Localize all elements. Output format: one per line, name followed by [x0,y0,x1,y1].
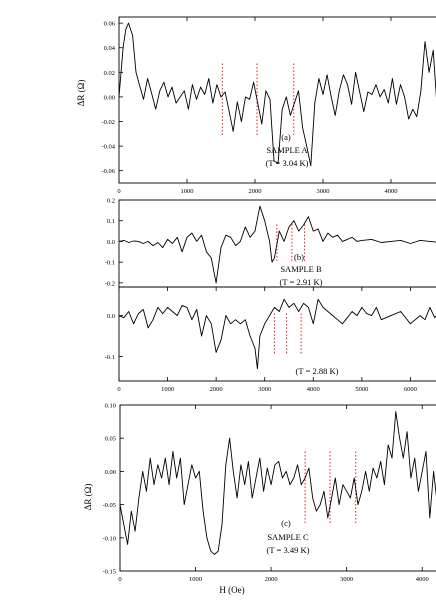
annotation: (T = 3.49 K) [267,545,310,555]
annotation: SAMPLE A [266,145,308,155]
annotation: (T = 2.88 K) [296,366,339,376]
annotation: SAMPLE B [280,264,322,274]
annotation: (b) [294,252,304,262]
plot-frame-0 [118,16,436,184]
y-tick-label: -0.10 [102,535,116,542]
x-tick-label: 3000 [340,576,353,583]
y-tick-label: -0.1 [105,354,115,361]
x-tick-label: 6000 [404,386,417,393]
plot-frame-2 [118,286,436,382]
y-tick-label: -0.05 [102,502,116,509]
y-tick-label: -0.02 [101,119,115,126]
x-tick-label: 5000 [355,386,368,393]
x-tick-label: 0 [118,576,121,583]
annotation: (a) [281,132,291,142]
x-axis-label: H (Oe) [219,585,244,595]
y-tick-label: -0.1 [105,260,115,267]
x-tick-label: 4000 [416,576,429,583]
y-tick-label: -0.04 [101,144,115,151]
y-tick-label: 0.0 [107,313,115,320]
x-tick-label: 4000 [307,386,320,393]
y-tick-label: 0.05 [105,436,116,443]
data-series-1 [118,205,436,284]
x-tick-label: 3000 [317,188,330,195]
x-tick-label: 0 [117,386,120,393]
x-tick-label: 4000 [385,188,398,195]
y-tick-label: 0.1 [107,218,115,225]
y-tick-label: -0.15 [102,569,116,576]
x-tick-label: 2000 [210,386,223,393]
y-tick-label: 0.00 [104,94,115,101]
y-tick-label: 0.0 [107,239,115,246]
x-tick-label: 1000 [181,188,194,195]
y-tick-label: -0.2 [105,280,115,287]
y-tick-label: 0.2 [107,198,115,205]
x-tick-label: 2000 [249,188,262,195]
x-tick-label: 1000 [189,576,202,583]
annotation: (c) [281,518,291,528]
y-tick-label: 0.02 [104,70,115,77]
data-series-3 [119,411,436,555]
y-tick-label: -0.06 [101,168,115,175]
y-tick-label: 0.00 [105,469,116,476]
y-tick-label: 0.04 [104,45,116,52]
y-axis-label: ΔR (Ω) [76,80,86,107]
y-tick-label: 0.10 [105,403,116,410]
annotation: SAMPLE C [267,532,309,542]
data-series-2 [118,298,436,370]
x-tick-label: 0 [117,188,120,195]
x-tick-label: 2000 [265,576,278,583]
annotation: (T = 3.04 K) [266,158,309,168]
plot-frame-3 [119,404,436,572]
y-axis-label: ΔR (Ω) [83,484,93,511]
plot-frame-1 [118,199,436,288]
x-tick-label: 1000 [161,386,174,393]
x-tick-label: 3000 [258,386,271,393]
y-tick-label: 0.06 [104,21,116,28]
data-series-0 [118,22,436,167]
annotation: (T = 2.91 K) [280,277,323,287]
